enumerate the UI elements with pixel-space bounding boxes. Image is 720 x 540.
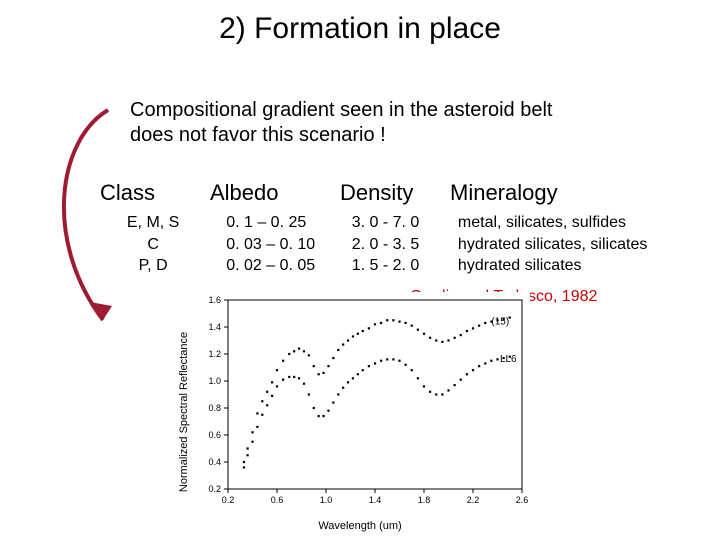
subtitle-line-1: Compositional gradient seen in the aster… <box>130 99 552 121</box>
svg-text:0.6: 0.6 <box>271 495 284 505</box>
col-header-mineralogy: Mineralogy <box>450 180 680 212</box>
table-header-row: Class Albedo Density Mineralogy <box>100 180 680 212</box>
cell-albedo: 0. 1 – 0. 25 <box>226 212 352 234</box>
reflectance-chart: Normalized Spectral Reflectance 0.20.61.… <box>190 292 530 532</box>
svg-text:1.6: 1.6 <box>208 295 221 305</box>
cell-albedo: 0. 03 – 0. 10 <box>226 234 352 256</box>
svg-text:2.6: 2.6 <box>516 495 529 505</box>
svg-text:LL6: LL6 <box>500 354 517 365</box>
cell-density: 1. 5 - 2. 0 <box>352 255 458 277</box>
cell-density: 3. 0 - 7. 0 <box>352 212 458 234</box>
cell-class: C <box>100 234 226 256</box>
subtitle-line-2: does not favor this scenario ! <box>130 124 386 146</box>
asteroid-class-table: Class Albedo Density Mineralogy E, M, S … <box>100 180 680 277</box>
slide-subtitle: Compositional gradient seen in the aster… <box>130 98 552 148</box>
chart-ylabel: Normalized Spectral Reflectance <box>178 332 190 492</box>
cell-mineralogy: hydrated silicates, silicates <box>458 234 680 256</box>
table-row: P, D 0. 02 – 0. 05 1. 5 - 2. 0 hydrated … <box>100 255 680 277</box>
col-header-albedo: Albedo <box>210 180 340 212</box>
slide-title: 2) Formation in place <box>0 12 720 46</box>
svg-text:0.2: 0.2 <box>222 495 235 505</box>
cell-mineralogy: hydrated silicates <box>458 255 680 277</box>
slide-root: 2) Formation in place Compositional grad… <box>0 0 720 540</box>
svg-text:0.4: 0.4 <box>208 457 221 467</box>
chart-svg: 0.2 0.6 1.0 1.4 1.8 2.2 2.6 0.2 0.4 0.6 0.8 1.0 1.2 1… <box>190 292 530 517</box>
svg-text:1.4: 1.4 <box>369 495 382 505</box>
cell-class: E, M, S <box>100 212 226 234</box>
svg-text:0.6: 0.6 <box>208 430 221 440</box>
cell-density: 2. 0 - 3. 5 <box>352 234 458 256</box>
svg-text:1.0: 1.0 <box>208 376 221 386</box>
svg-text:2.2: 2.2 <box>467 495 480 505</box>
svg-text:1.8: 1.8 <box>418 495 431 505</box>
svg-text:1.0: 1.0 <box>320 495 333 505</box>
table-row: E, M, S 0. 1 – 0. 25 3. 0 - 7. 0 metal, … <box>100 212 680 234</box>
table-row: C 0. 03 – 0. 10 2. 0 - 3. 5 hydrated sil… <box>100 234 680 256</box>
svg-text:0.2: 0.2 <box>208 484 221 494</box>
col-header-class: Class <box>100 180 210 212</box>
svg-text:(15): (15) <box>491 316 509 327</box>
svg-text:0.8: 0.8 <box>208 403 221 413</box>
svg-text:1.2: 1.2 <box>208 349 221 359</box>
cell-class: P, D <box>100 255 226 277</box>
cell-mineralogy: metal, silicates, sulfides <box>458 212 680 234</box>
cell-albedo: 0. 02 – 0. 05 <box>226 255 352 277</box>
col-header-density: Density <box>340 180 450 212</box>
chart-xlabel: Wavelength (um) <box>318 520 401 532</box>
svg-text:1.4: 1.4 <box>208 322 221 332</box>
